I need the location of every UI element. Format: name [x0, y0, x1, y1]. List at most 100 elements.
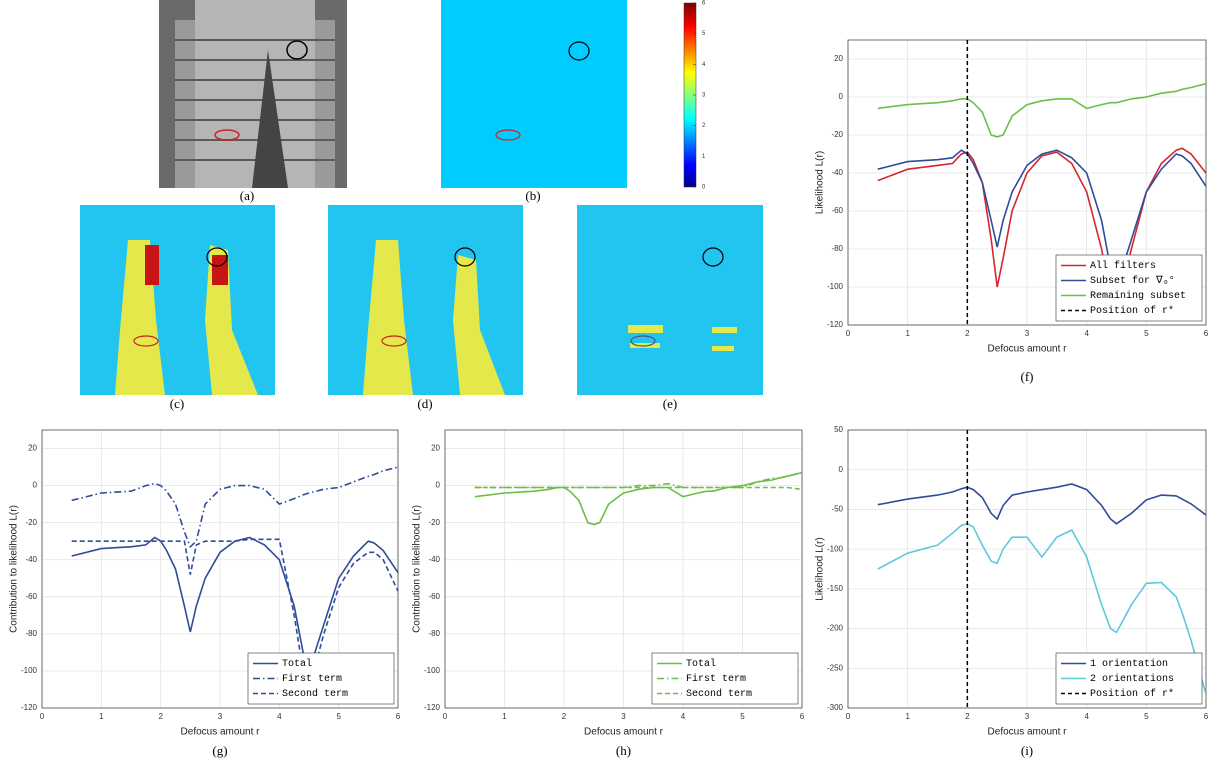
image-d — [328, 205, 523, 395]
y-tick-label: -40 — [428, 555, 440, 564]
y-tick-label: -100 — [827, 282, 844, 291]
colorbar-tick-label: 6 — [702, 1, 706, 7]
y-tick-label: -100 — [424, 666, 441, 675]
x-tick-label: 5 — [1144, 712, 1149, 721]
x-tick-label: 3 — [621, 712, 626, 721]
caption: (b) — [525, 188, 540, 203]
colorbar-tick-label: 0 — [702, 185, 706, 191]
y-tick-label: 0 — [436, 481, 441, 490]
legend-label: 2 orientations — [1090, 673, 1174, 685]
x-axis-label: Defocus amount r — [988, 727, 1068, 738]
legend-label: Remaining subset — [1090, 290, 1186, 302]
x-tick-label: 6 — [1204, 712, 1209, 721]
colorbar-tick-label: 3 — [702, 93, 706, 99]
x-tick-label: 1 — [905, 329, 910, 338]
x-tick-label: 4 — [1084, 329, 1089, 338]
x-tick-label: 5 — [336, 712, 341, 721]
x-tick-label: 2 — [965, 712, 970, 721]
x-tick-label: 6 — [800, 712, 805, 721]
x-tick-label: 1 — [99, 712, 104, 721]
x-axis-label: Defocus amount r — [181, 727, 261, 738]
y-tick-label: -40 — [25, 555, 37, 564]
x-tick-label: 4 — [1084, 712, 1089, 721]
y-tick-label: -20 — [831, 130, 843, 139]
y-tick-label: -120 — [424, 703, 441, 712]
axes-box — [41, 429, 399, 709]
axes-box — [847, 429, 1207, 709]
y-tick-label: -120 — [827, 320, 844, 329]
caption: (h) — [616, 743, 631, 758]
image-b — [441, 0, 627, 188]
series-line — [877, 82, 1206, 138]
legend-label: First term — [282, 673, 342, 685]
x-axis-label: Defocus amount r — [988, 344, 1068, 355]
y-tick-label: 20 — [431, 444, 440, 453]
legend-label: Second term — [686, 688, 752, 700]
legend-label: First term — [686, 673, 746, 685]
legend-label: Total — [686, 658, 716, 670]
x-tick-label: 3 — [218, 712, 223, 721]
y-tick-label: -80 — [831, 244, 843, 253]
caption: (e) — [663, 396, 677, 411]
series-line — [474, 486, 802, 491]
x-tick-label: 5 — [740, 712, 745, 721]
y-tick-label: 0 — [33, 481, 38, 490]
x-tick-label: 0 — [443, 712, 448, 721]
series-line — [71, 466, 398, 549]
image-e — [577, 205, 763, 395]
axes-box — [847, 39, 1207, 326]
y-tick-label: -150 — [827, 584, 844, 593]
y-axis-label: Contribution to likelihood L(r) — [412, 505, 423, 633]
x-tick-label: 3 — [1025, 712, 1030, 721]
y-axis-label: Likelihood L(r) — [815, 537, 826, 600]
caption: (i) — [1021, 743, 1033, 758]
x-tick-label: 2 — [158, 712, 163, 721]
y-tick-label: -40 — [831, 168, 843, 177]
y-axis-label: Likelihood L(r) — [815, 151, 826, 214]
y-tick-label: -20 — [428, 518, 440, 527]
image-c — [80, 205, 275, 395]
series-line — [474, 471, 802, 489]
image-a — [159, 0, 347, 188]
y-tick-label: -60 — [25, 592, 37, 601]
x-tick-label: 1 — [502, 712, 507, 721]
y-axis-label: Contribution to likelihood L(r) — [9, 505, 20, 633]
x-tick-label: 6 — [396, 712, 401, 721]
x-tick-label: 2 — [965, 329, 970, 338]
y-tick-label: 50 — [834, 425, 843, 434]
colorbar-tick-label: 5 — [702, 31, 706, 37]
legend-label: Total — [282, 658, 312, 670]
y-tick-label: -80 — [428, 629, 440, 638]
x-tick-label: 0 — [40, 712, 45, 721]
y-tick-label: -20 — [25, 518, 37, 527]
colorbar-tick-label: 4 — [702, 62, 706, 68]
y-tick-label: -120 — [21, 703, 38, 712]
caption: (d) — [417, 396, 432, 411]
legend-label: 1 orientation — [1090, 658, 1168, 670]
series-line — [877, 483, 1206, 525]
legend-label: Position of r* — [1090, 688, 1174, 700]
y-tick-label: -50 — [831, 505, 843, 514]
y-tick-label: 20 — [834, 54, 843, 63]
x-axis-label: Defocus amount r — [584, 727, 664, 738]
colorbar-tick-label: 1 — [702, 154, 706, 160]
x-tick-label: 2 — [562, 712, 567, 721]
y-tick-label: -80 — [25, 629, 37, 638]
x-tick-label: 0 — [846, 329, 851, 338]
x-tick-label: 0 — [846, 712, 851, 721]
y-tick-label: -300 — [827, 703, 844, 712]
y-tick-label: -100 — [21, 666, 38, 675]
y-tick-label: -100 — [827, 544, 844, 553]
x-tick-label: 4 — [681, 712, 686, 721]
legend-label: All filters — [1090, 260, 1156, 272]
y-tick-label: -250 — [827, 663, 844, 672]
caption: (g) — [212, 743, 227, 758]
y-tick-label: -200 — [827, 624, 844, 633]
y-tick-label: -60 — [428, 592, 440, 601]
x-tick-label: 5 — [1144, 329, 1149, 338]
y-tick-label: 0 — [839, 465, 844, 474]
x-tick-label: 1 — [905, 712, 910, 721]
series-line — [877, 522, 1206, 695]
y-tick-label: 20 — [28, 444, 37, 453]
legend-label: Second term — [282, 688, 348, 700]
